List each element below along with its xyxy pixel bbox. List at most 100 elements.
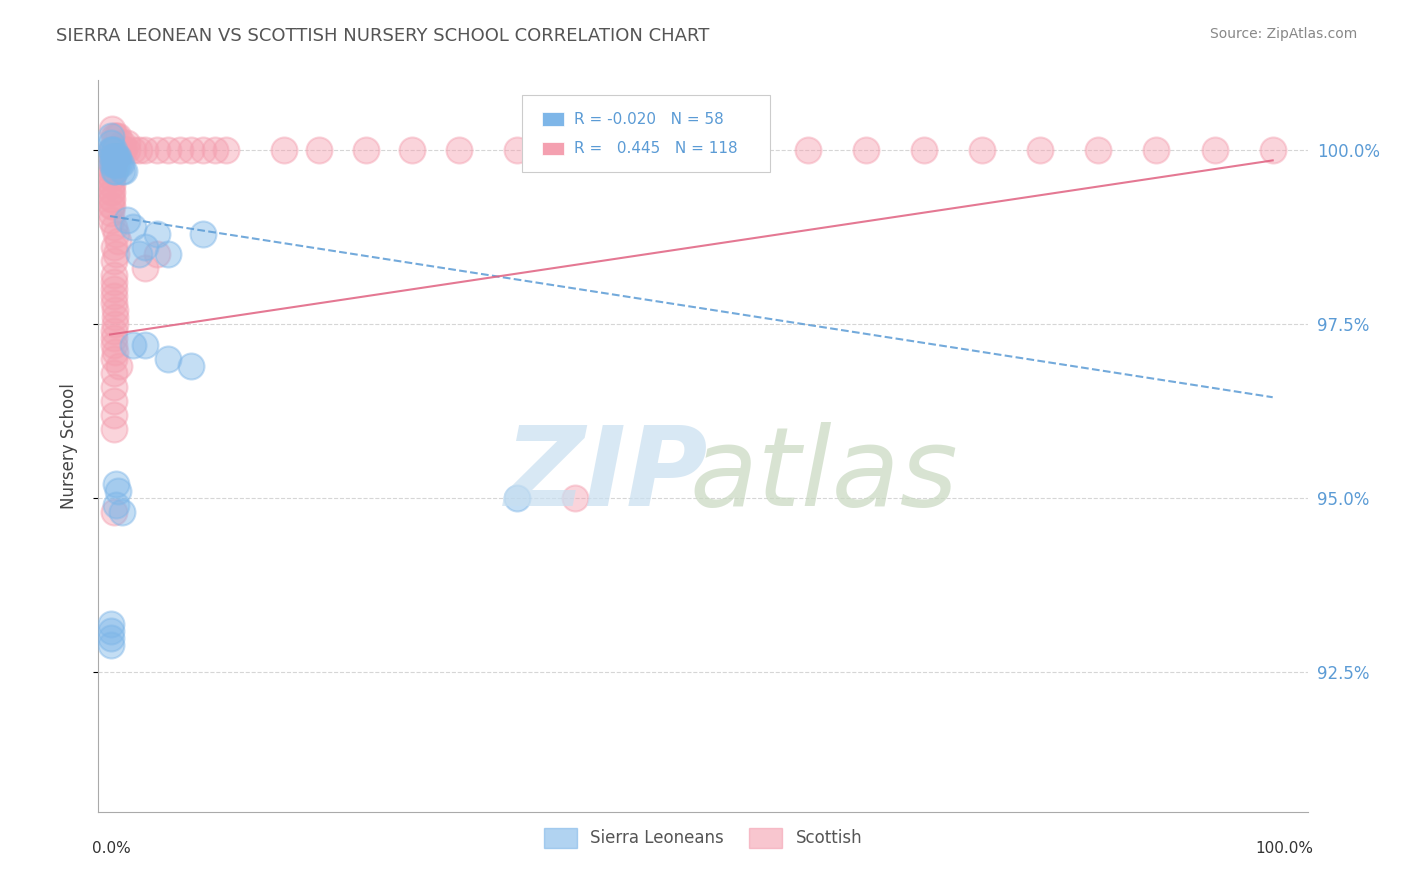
Point	[104, 345, 127, 359]
Point	[145, 227, 167, 241]
Point	[104, 164, 127, 178]
Point	[104, 498, 127, 512]
Point	[1087, 143, 1109, 157]
Point	[108, 157, 131, 171]
Point	[103, 331, 125, 345]
Y-axis label: Nursery School: Nursery School	[59, 383, 77, 509]
Point	[103, 421, 125, 435]
Point	[104, 157, 127, 171]
Point	[110, 157, 132, 171]
Point	[103, 128, 125, 143]
Point	[104, 150, 127, 164]
Point	[134, 240, 156, 254]
Point	[104, 150, 127, 164]
Point	[105, 157, 128, 171]
Point	[100, 624, 122, 638]
Point	[204, 143, 226, 157]
Point	[1029, 143, 1052, 157]
Point	[215, 143, 238, 157]
Point	[108, 359, 131, 373]
Point	[970, 143, 993, 157]
Point	[107, 128, 129, 143]
Point	[103, 254, 125, 268]
Point	[101, 157, 124, 171]
Point	[103, 143, 125, 157]
Point	[100, 143, 122, 157]
Point	[104, 317, 127, 331]
Point	[134, 143, 156, 157]
Point	[100, 178, 122, 192]
Point	[354, 143, 377, 157]
Point	[134, 261, 156, 276]
Point	[105, 143, 128, 157]
Point	[103, 164, 125, 178]
Text: atlas: atlas	[689, 422, 959, 529]
Point	[103, 296, 125, 310]
Point	[100, 164, 122, 178]
Point	[103, 338, 125, 352]
Point	[128, 143, 150, 157]
Point	[100, 170, 122, 185]
Point	[796, 143, 818, 157]
Point	[157, 247, 180, 261]
Point	[117, 143, 139, 157]
Point	[134, 338, 156, 352]
Point	[100, 143, 122, 157]
Point	[506, 491, 529, 506]
Point	[100, 136, 122, 150]
Point	[104, 310, 127, 325]
Text: 0.0%: 0.0%	[93, 841, 131, 856]
Point	[104, 150, 127, 164]
Point	[1144, 143, 1167, 157]
Text: Source: ZipAtlas.com: Source: ZipAtlas.com	[1209, 27, 1357, 41]
Point	[108, 143, 131, 157]
Point	[107, 234, 129, 248]
Point	[101, 192, 124, 206]
Point	[111, 136, 134, 150]
Point	[104, 143, 127, 157]
Point	[104, 247, 127, 261]
Point	[401, 143, 423, 157]
Point	[191, 143, 214, 157]
Point	[1261, 143, 1284, 157]
Point	[103, 157, 125, 171]
Point	[101, 170, 124, 185]
Point	[103, 164, 125, 178]
Point	[103, 366, 125, 380]
Point	[112, 143, 135, 157]
Point	[111, 143, 134, 157]
Point	[191, 227, 214, 241]
Point	[100, 205, 122, 219]
Point	[100, 199, 122, 213]
Point	[103, 240, 125, 254]
Point	[104, 157, 127, 171]
Point	[100, 157, 122, 171]
FancyBboxPatch shape	[522, 95, 769, 171]
Point	[128, 247, 150, 261]
Point	[103, 351, 125, 366]
Text: SIERRA LEONEAN VS SCOTTISH NURSERY SCHOOL CORRELATION CHART: SIERRA LEONEAN VS SCOTTISH NURSERY SCHOO…	[56, 27, 710, 45]
Point	[103, 275, 125, 289]
Point	[104, 227, 127, 241]
Point	[621, 143, 644, 157]
Point	[101, 122, 124, 136]
Point	[103, 268, 125, 283]
Point	[103, 150, 125, 164]
Point	[100, 631, 122, 645]
Point	[145, 247, 167, 261]
Point	[107, 484, 129, 499]
Point	[112, 164, 135, 178]
Point	[103, 324, 125, 338]
Point	[105, 150, 128, 164]
Point	[169, 143, 191, 157]
Point	[100, 150, 122, 164]
Point	[157, 143, 180, 157]
Point	[103, 289, 125, 303]
Point	[681, 143, 703, 157]
Point	[103, 505, 125, 519]
Point	[100, 128, 122, 143]
Point	[912, 143, 935, 157]
Point	[564, 143, 586, 157]
Point	[180, 359, 202, 373]
Point	[101, 199, 124, 213]
